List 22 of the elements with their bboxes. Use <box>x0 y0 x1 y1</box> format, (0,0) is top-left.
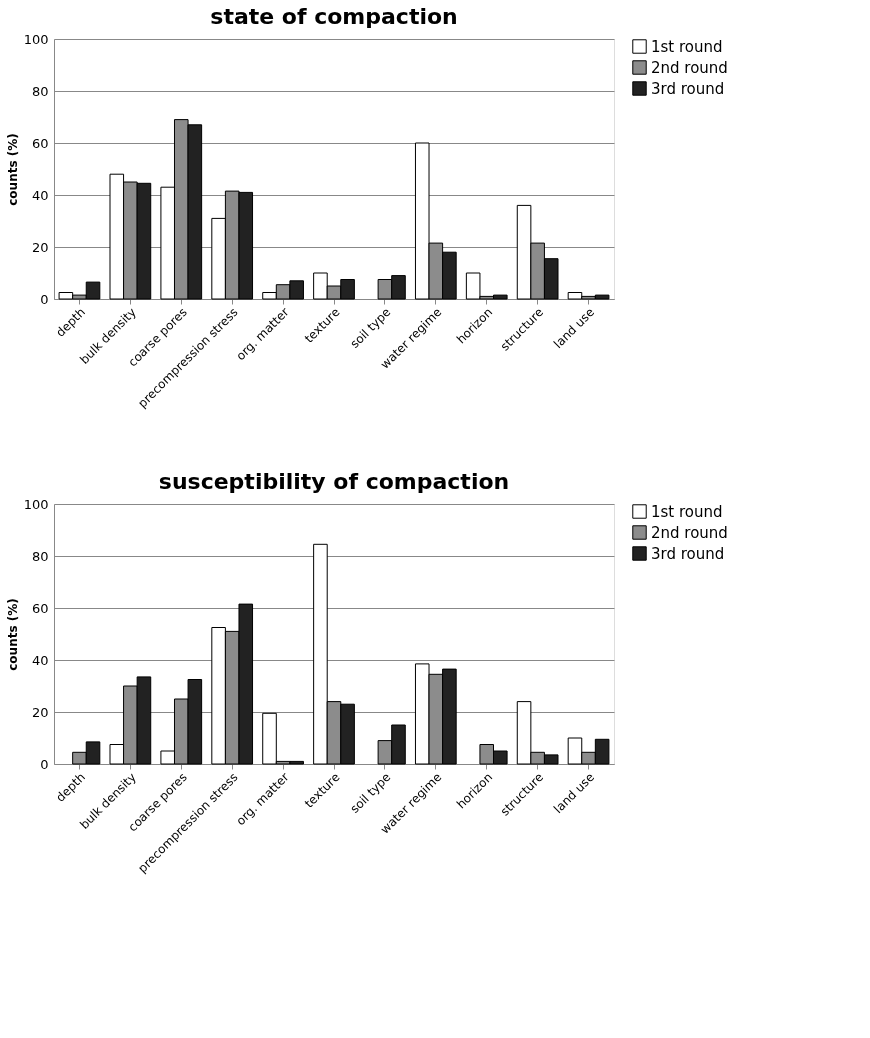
y-axis-title: counts (%) <box>5 133 20 206</box>
legend-label: 3rd round <box>651 79 725 98</box>
y-tick-label: 40 <box>31 187 49 203</box>
legend-label: 2nd round <box>651 58 728 77</box>
y-tick-label: 80 <box>31 548 49 564</box>
y-tick-label: 60 <box>31 135 49 151</box>
y-tick-label: 0 <box>40 291 49 307</box>
y-tick-label: 100 <box>23 496 49 512</box>
chart-title: susceptibility of compaction <box>158 469 510 494</box>
y-tick-label: 60 <box>31 600 49 616</box>
y-axis-title: counts (%) <box>5 598 20 671</box>
y-tick-label: 100 <box>23 31 49 47</box>
legend-label: 1st round <box>651 502 723 521</box>
y-tick-label: 40 <box>31 652 49 668</box>
y-tick-label: 20 <box>31 239 49 255</box>
chart-title: state of compaction <box>210 4 458 29</box>
y-tick-label: 20 <box>31 704 49 720</box>
legend-label: 1st round <box>651 37 723 56</box>
y-tick-label: 80 <box>31 83 49 99</box>
y-tick-label: 0 <box>40 756 49 772</box>
legend-label: 2nd round <box>651 523 728 542</box>
legend-label: 3rd round <box>651 544 725 563</box>
